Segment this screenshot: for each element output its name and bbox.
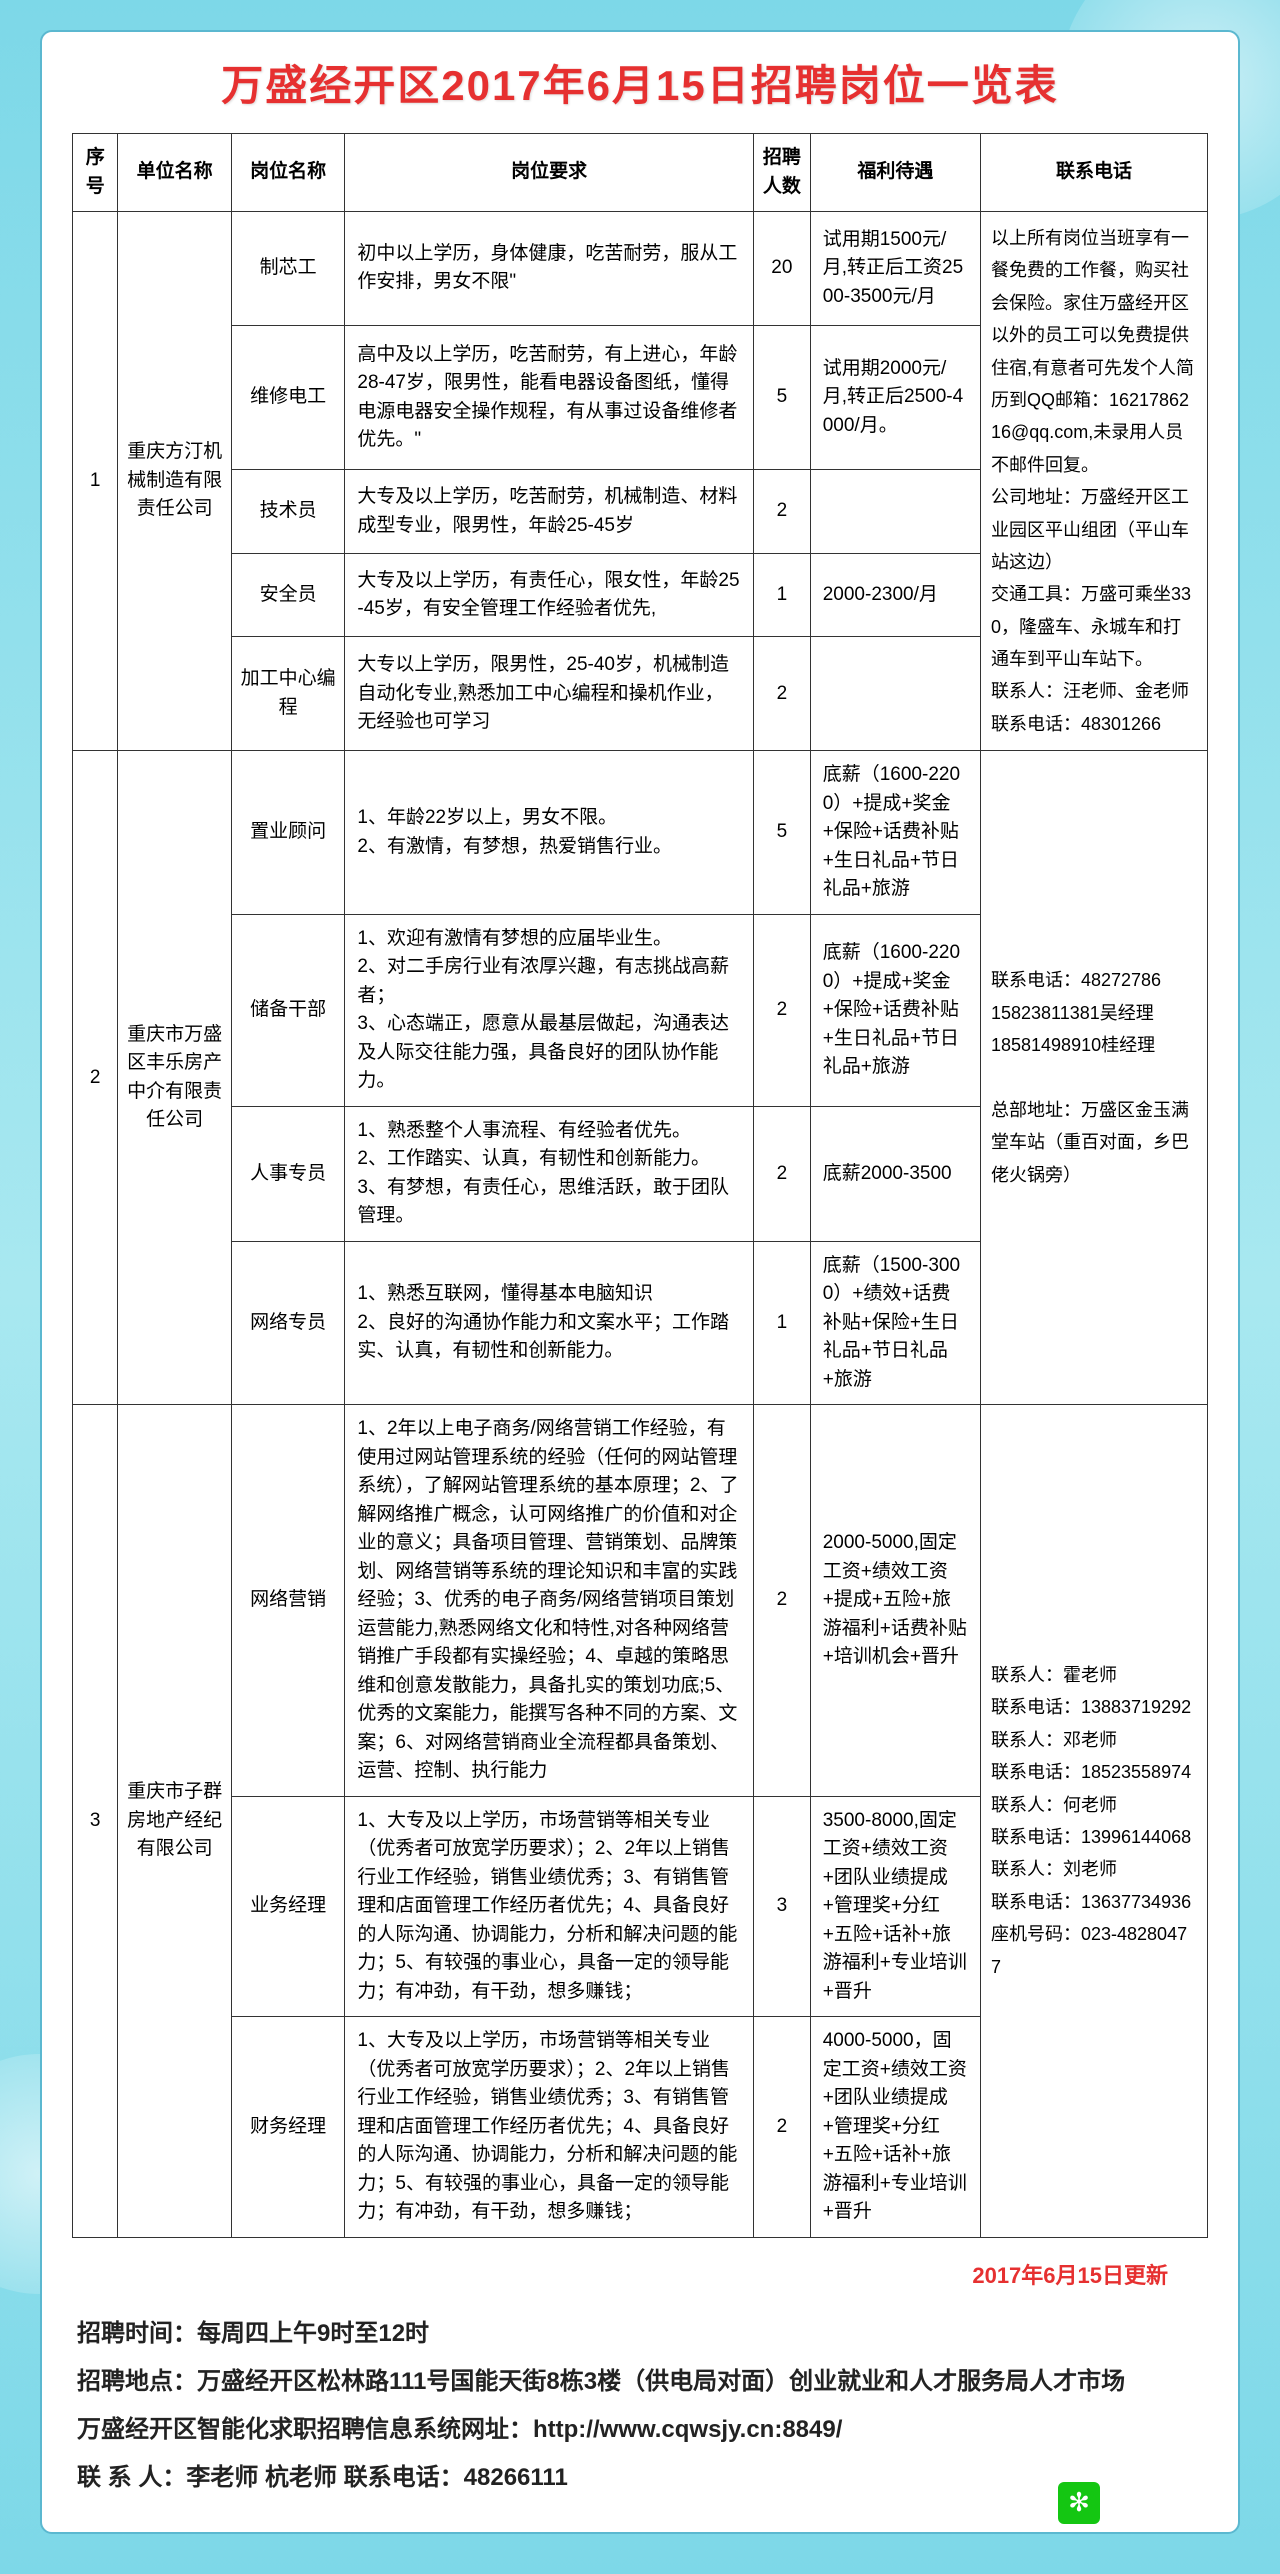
cell-requirement: 大专及以上学历，吃苦耐劳，机械制造、材料成型专业，限男性，年龄25-45岁 [345, 470, 754, 553]
cell-benefit: 试用期2000元/月,转正后2500-4000/月。 [810, 325, 980, 469]
cell-num: 2 [73, 751, 118, 1405]
footer-line: 万盛经开区智能化求职招聘信息系统网址：http://www.cqwsjy.cn:… [77, 2406, 1203, 2454]
cell-position: 技术员 [231, 470, 345, 553]
th-count: 招聘人数 [753, 134, 810, 212]
cell-num: 3 [73, 1405, 118, 2238]
cell-requirement: 大专以上学历，限男性，25-40岁，机械制造自动化专业,熟悉加工中心编程和操机作… [345, 637, 754, 751]
footer-line: 联 系 人：李老师 杭老师 联系电话：48266111 [77, 2454, 1203, 2502]
table-row: 2重庆市万盛区丰乐房产中介有限责任公司置业顾问1、年龄22岁以上，男女不限。 2… [73, 751, 1208, 915]
cell-count: 1 [753, 553, 810, 636]
cell-num: 1 [73, 212, 118, 751]
page-title: 万盛经开区2017年6月15日招聘岗位一览表 [72, 52, 1208, 113]
table-body: 1重庆方汀机械制造有限责任公司制芯工初中以上学历，身体健康，吃苦耐劳，服从工作安… [73, 212, 1208, 2238]
cell-count: 1 [753, 1241, 810, 1405]
cell-position: 网络专员 [231, 1241, 345, 1405]
cell-requirement: 1、熟悉整个人事流程、有经验者优先。 2、工作踏实、认真，有韧性和创新能力。 3… [345, 1106, 754, 1241]
cell-position: 置业顾问 [231, 751, 345, 915]
cell-company: 重庆市子群房地产经纪有限公司 [118, 1405, 232, 2238]
cell-requirement: 1、年龄22岁以上，男女不限。 2、有激情，有梦想，热爱销售行业。 [345, 751, 754, 915]
cell-requirement: 1、大专及以上学历，市场营销等相关专业（优秀者可放宽学历要求）；2、2年以上销售… [345, 2017, 754, 2238]
cell-count: 3 [753, 1796, 810, 2017]
cell-company: 重庆市万盛区丰乐房产中介有限责任公司 [118, 751, 232, 1405]
cell-requirement: 1、熟悉互联网，懂得基本电脑知识 2、良好的沟通协作能力和文案水平；工作踏实、认… [345, 1241, 754, 1405]
footer-line: 招聘地点：万盛经开区松林路111号国能天街8栋3楼（供电局对面）创业就业和人才服… [77, 2358, 1203, 2406]
cell-position: 制芯工 [231, 212, 345, 326]
cell-count: 2 [753, 1106, 810, 1241]
th-contact: 联系电话 [980, 134, 1207, 212]
cell-requirement: 高中及以上学历，吃苦耐劳，有上进心，年龄28-47岁，限男性，能看电器设备图纸，… [345, 325, 754, 469]
cell-benefit [810, 637, 980, 751]
cell-contact: 联系电话：48272786 15823811381吴经理 18581498910… [980, 751, 1207, 1405]
cell-position: 加工中心编程 [231, 637, 345, 751]
cell-contact: 联系人：霍老师 联系电话：13883719292 联系人：邓老师 联系电话：18… [980, 1405, 1207, 2238]
watermark: ✻ 万盛微发布 [1058, 2482, 1220, 2524]
cell-benefit: 底薪（1600-2200）+提成+奖金+保险+话费补贴+生日礼品+节日礼品+旅游 [810, 914, 980, 1106]
cell-company: 重庆方汀机械制造有限责任公司 [118, 212, 232, 751]
cell-requirement: 1、2年以上电子商务/网络营销工作经验，有使用过网站管理系统的经验（任何的网站管… [345, 1405, 754, 1797]
cell-requirement: 初中以上学历，身体健康，吃苦耐劳，服从工作安排，男女不限" [345, 212, 754, 326]
footer-block: 招聘时间：每周四上午9时至12时 招聘地点：万盛经开区松林路111号国能天街8栋… [72, 2310, 1208, 2502]
cell-count: 20 [753, 212, 810, 326]
cell-position: 维修电工 [231, 325, 345, 469]
table-row: 3重庆市子群房地产经纪有限公司网络营销1、2年以上电子商务/网络营销工作经验，有… [73, 1405, 1208, 1797]
cell-benefit: 3500-8000,固定工资+绩效工资+团队业绩提成+管理奖+分红+五险+话补+… [810, 1796, 980, 2017]
cell-position: 安全员 [231, 553, 345, 636]
cell-count: 5 [753, 751, 810, 915]
table-row: 1重庆方汀机械制造有限责任公司制芯工初中以上学历，身体健康，吃苦耐劳，服从工作安… [73, 212, 1208, 326]
cell-benefit: 2000-5000,固定工资+绩效工资+提成+五险+旅游福利+话费补贴+培训机会… [810, 1405, 980, 1797]
cell-count: 2 [753, 637, 810, 751]
cell-requirement: 大专及以上学历，有责任心，限女性，年龄25-45岁，有安全管理工作经验者优先, [345, 553, 754, 636]
cell-position: 财务经理 [231, 2017, 345, 2238]
cell-benefit: 2000-2300/月 [810, 553, 980, 636]
cell-benefit [810, 470, 980, 553]
th-position: 岗位名称 [231, 134, 345, 212]
cell-count: 2 [753, 914, 810, 1106]
cell-requirement: 1、欢迎有激情有梦想的应届毕业生。 2、对二手房行业有浓厚兴趣，有志挑战高薪者；… [345, 914, 754, 1106]
cell-count: 2 [753, 1405, 810, 1797]
th-num: 序号 [73, 134, 118, 212]
cell-contact: 以上所有岗位当班享有一餐免费的工作餐，购买社会保险。家住万盛经开区以外的员工可以… [980, 212, 1207, 751]
cell-position: 储备干部 [231, 914, 345, 1106]
th-requirement: 岗位要求 [345, 134, 754, 212]
cell-benefit: 底薪（1500-3000）+绩效+话费补贴+保险+生日礼品+节日礼品+旅游 [810, 1241, 980, 1405]
cell-position: 业务经理 [231, 1796, 345, 2017]
cell-count: 2 [753, 2017, 810, 2238]
th-benefit: 福利待遇 [810, 134, 980, 212]
table-header-row: 序号 单位名称 岗位名称 岗位要求 招聘人数 福利待遇 联系电话 [73, 134, 1208, 212]
cell-count: 5 [753, 325, 810, 469]
cell-position: 网络营销 [231, 1405, 345, 1797]
cell-requirement: 1、大专及以上学历，市场营销等相关专业（优秀者可放宽学历要求）；2、2年以上销售… [345, 1796, 754, 2017]
update-note: 2017年6月15日更新 [72, 2258, 1168, 2290]
cell-benefit: 试用期1500元/月,转正后工资2500-3500元/月 [810, 212, 980, 326]
cell-benefit: 底薪（1600-2200）+提成+奖金+保险+话费补贴+生日礼品+节日礼品+旅游 [810, 751, 980, 915]
footer-line: 招聘时间：每周四上午9时至12时 [77, 2310, 1203, 2358]
wechat-icon: ✻ [1058, 2482, 1100, 2524]
watermark-text: 万盛微发布 [1110, 2487, 1220, 2519]
cell-benefit: 4000-5000，固定工资+绩效工资+团队业绩提成+管理奖+分红+五险+话补+… [810, 2017, 980, 2238]
content-panel: 万盛经开区2017年6月15日招聘岗位一览表 序号 单位名称 岗位名称 岗位要求… [40, 30, 1240, 2534]
cell-count: 2 [753, 470, 810, 553]
cell-position: 人事专员 [231, 1106, 345, 1241]
poster-outer: 万盛经开区2017年6月15日招聘岗位一览表 序号 单位名称 岗位名称 岗位要求… [0, 0, 1280, 2574]
jobs-table: 序号 单位名称 岗位名称 岗位要求 招聘人数 福利待遇 联系电话 1重庆方汀机械… [72, 133, 1208, 2238]
th-company: 单位名称 [118, 134, 232, 212]
cell-benefit: 底薪2000-3500 [810, 1106, 980, 1241]
